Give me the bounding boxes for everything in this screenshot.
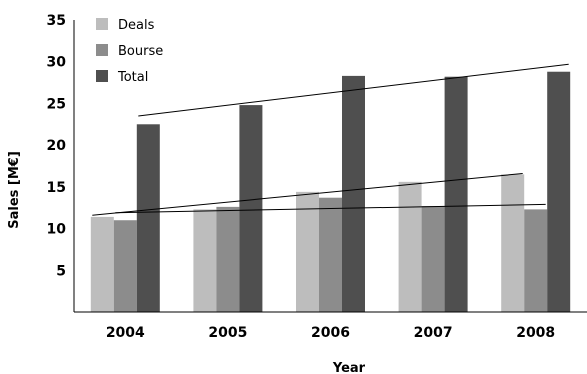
bar-total-2008: [547, 71, 571, 313]
y-tick-label-25: 25: [47, 96, 66, 112]
legend-label-deals: Deals: [118, 18, 155, 33]
bar-deals-2006: [296, 191, 319, 312]
legend-item-total: Total: [96, 70, 148, 85]
bar-bourse-2007: [421, 206, 445, 312]
bar-total-2004: [136, 124, 160, 313]
legend-swatch-deals: [96, 18, 108, 30]
axes-layer: [73, 20, 587, 313]
x-tick-label-2006: 2006: [311, 325, 350, 341]
bar-deals-2004: [90, 216, 114, 312]
legend-item-deals: Deals: [96, 18, 155, 33]
y-tick-label-15: 15: [47, 180, 66, 196]
y-tick-label-5: 5: [56, 263, 66, 279]
bar-total-2005: [239, 105, 263, 313]
legend-label-bourse: Bourse: [118, 44, 163, 59]
bar-bourse-2008: [524, 209, 548, 312]
trendline-total: [138, 63, 569, 117]
legend-label-total: Total: [117, 70, 148, 85]
bar-bourse-2006: [319, 197, 342, 312]
x-axis-title: Year: [332, 361, 366, 374]
x-tick-label-2005: 2005: [208, 325, 247, 341]
y-tick-label-30: 30: [47, 55, 67, 71]
bars-layer: [90, 71, 571, 313]
bar-deals-2008: [501, 174, 525, 312]
legend: Deals Bourse Total: [96, 18, 163, 85]
trendline-deals: [92, 173, 523, 216]
x-tick-label-2004: 2004: [106, 325, 145, 341]
y-tick-label-35: 35: [47, 13, 66, 29]
trendlines-layer: [92, 63, 569, 216]
legend-item-bourse: Bourse: [96, 44, 163, 59]
bar-deals-2007: [398, 181, 422, 312]
legend-swatch-bourse: [96, 44, 108, 56]
bar-total-2006: [342, 75, 365, 312]
x-tick-label-2008: 2008: [516, 325, 555, 341]
y-tick-label-10: 10: [47, 222, 67, 238]
bar-bourse-2005: [216, 206, 240, 312]
bar-bourse-2004: [113, 220, 137, 312]
trendline-bourse: [115, 203, 546, 214]
x-tick-label-2007: 2007: [414, 325, 453, 341]
bar-total-2007: [444, 76, 468, 312]
y-tick-label-20: 20: [47, 138, 67, 154]
legend-swatch-total: [96, 70, 108, 82]
y-axis-title: Sales [M€]: [7, 151, 22, 229]
tick-labels-layer: 5 10 15 20 25 30 35 2004 2005 2006 2007 2008: [47, 13, 556, 341]
bar-deals-2005: [193, 209, 217, 312]
